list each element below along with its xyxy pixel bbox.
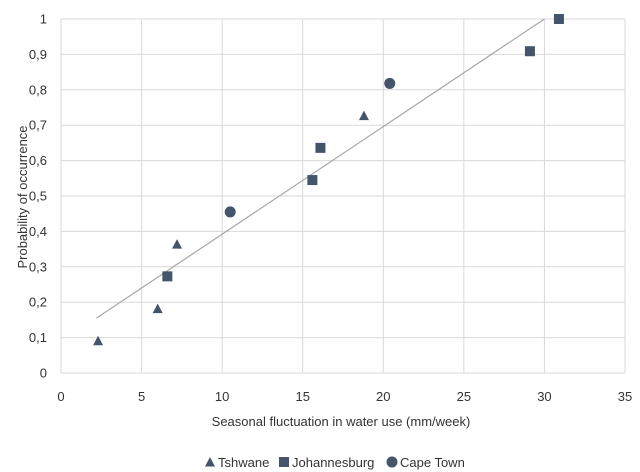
y-tick-label-7: 0,7 xyxy=(29,118,47,133)
point-tshwane-2 xyxy=(172,239,183,249)
x-tick-label-0: 0 xyxy=(57,389,64,404)
point-johannesburg-0 xyxy=(162,271,173,282)
y-tick-label-9: 0,9 xyxy=(29,47,47,62)
y-tick-label-0: 0 xyxy=(40,366,47,381)
x-axis-title: Seasonal fluctuation in water use (mm/we… xyxy=(212,414,471,429)
x-tick-label-1: 5 xyxy=(138,389,145,404)
legend-marker-cape-town xyxy=(386,456,398,468)
x-tick-label-7: 35 xyxy=(618,389,632,404)
x-tick-label-5: 25 xyxy=(457,389,471,404)
legend-label-johannesburg: Johannesburg xyxy=(292,455,374,470)
point-tshwane-1 xyxy=(152,303,163,314)
x-tick-labels: 0 5 10 15 20 25 30 35 xyxy=(57,389,632,404)
legend-label-tshwane: Tshwane xyxy=(218,455,269,470)
y-tick-label-2: 0,2 xyxy=(29,295,47,310)
point-johannesburg-3 xyxy=(524,46,535,57)
legend-marker-tshwane xyxy=(205,457,215,467)
point-johannesburg-4 xyxy=(553,14,564,24)
legend-label-cape-town: Cape Town xyxy=(400,455,465,470)
y-tick-label-6: 0,6 xyxy=(29,153,47,168)
legend: Tshwane Johannesburg Cape Town xyxy=(205,455,465,470)
y-tick-label-8: 0,8 xyxy=(29,82,47,97)
x-tick-label-4: 20 xyxy=(376,389,390,404)
y-tick-label-1: 0,1 xyxy=(29,330,47,345)
point-cape-town-0 xyxy=(224,206,236,218)
y-tick-label-4: 0,4 xyxy=(29,224,47,239)
trendline xyxy=(96,18,545,319)
y-axis-title: Probability of occurrence xyxy=(15,125,30,268)
x-tick-label-3: 15 xyxy=(295,389,309,404)
point-cape-town-1 xyxy=(384,77,396,89)
x-tick-label-6: 30 xyxy=(537,389,551,404)
y-tick-label-10: 1 xyxy=(40,12,47,27)
legend-marker-johannesburg xyxy=(279,457,289,467)
data-points xyxy=(93,14,564,346)
point-johannesburg-1 xyxy=(307,175,318,186)
y-tick-label-3: 0,3 xyxy=(29,259,47,274)
trendline-group xyxy=(96,18,545,319)
y-tick-label-5: 0,5 xyxy=(29,189,47,204)
y-tick-labels: 0 0,1 0,2 0,3 0,4 0,5 0,6 0,7 0,8 0,9 1 xyxy=(29,12,47,381)
point-tshwane-3 xyxy=(358,110,369,121)
point-tshwane-0 xyxy=(93,335,104,346)
point-johannesburg-2 xyxy=(315,142,326,153)
x-tick-label-2: 10 xyxy=(215,389,229,404)
grid-lines xyxy=(60,18,626,374)
